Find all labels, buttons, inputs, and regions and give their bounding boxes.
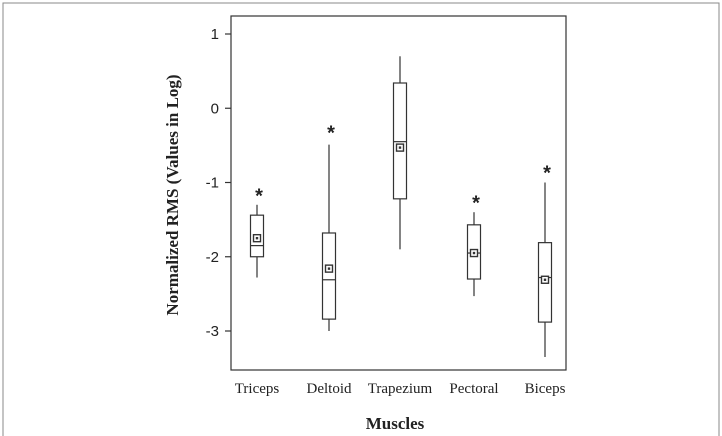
outlier-marker: *	[327, 123, 335, 145]
y-axis: 1 0 -1 -2 -3	[206, 26, 231, 340]
y-tick-label: 0	[211, 100, 219, 117]
outlier-marker: *	[543, 163, 551, 185]
y-axis-title: Normalized RMS (Values in Log)	[163, 74, 182, 315]
boxes: * * * *	[249, 56, 553, 357]
x-tick-label: Pectoral	[449, 381, 498, 397]
box-trapezium	[392, 56, 408, 250]
y-tick-label: -3	[206, 323, 219, 340]
x-tick-label: Triceps	[235, 381, 280, 397]
y-tick-label: 1	[211, 26, 219, 43]
mean-marker-dot	[398, 146, 402, 149]
outlier-marker: *	[472, 192, 480, 214]
x-tick-label: Biceps	[525, 381, 566, 397]
x-tick-label: Deltoid	[307, 381, 352, 397]
box-deltoid: *	[321, 123, 337, 331]
mean-marker-dot	[327, 267, 331, 270]
outlier-marker: *	[255, 186, 263, 208]
iqr-box	[321, 232, 337, 320]
y-tick-label: -2	[206, 249, 219, 266]
x-axis: Triceps Deltoid Trapezium Pectoral Biceps	[235, 381, 566, 397]
x-axis-title: Muscles	[366, 414, 425, 433]
mean-marker-dot	[543, 278, 547, 281]
x-tick-label: Trapezium	[368, 381, 433, 397]
plot-area	[230, 15, 567, 371]
mean-marker-dot	[255, 236, 259, 240]
box-pectoral: *	[466, 192, 482, 297]
mean-marker-dot	[472, 251, 476, 255]
iqr-box	[392, 82, 408, 200]
box-biceps: *	[537, 163, 553, 357]
y-tick-label: -1	[206, 175, 219, 192]
box-triceps: *	[249, 186, 265, 278]
